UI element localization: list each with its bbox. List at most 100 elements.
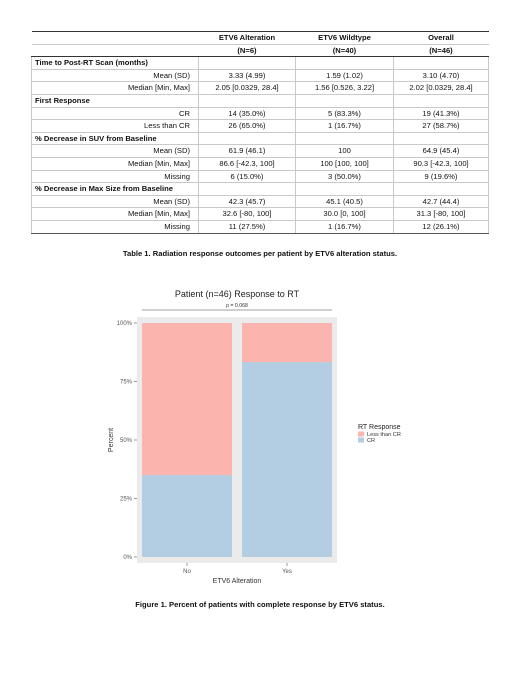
row-label: Missing <box>31 169 199 184</box>
x-tick-label: No <box>183 569 191 575</box>
row-label: Missing <box>31 219 199 234</box>
cell-overall: 27 (58.7%) <box>393 119 489 133</box>
cell-etv6-alteration: 6 (15.0%) <box>198 169 296 184</box>
legend-label-less-than-cr: Less than CR <box>367 432 401 438</box>
cell-etv6-alteration: 3.33 (4.99) <box>198 68 296 83</box>
y-tick-label: 25% <box>120 497 133 503</box>
cell-etv6-wildtype: 30.0 [0, 100] <box>295 207 394 221</box>
cell-etv6-alteration: 2.05 [0.0329, 28.4] <box>198 81 296 95</box>
bar-cr-no <box>142 475 232 557</box>
cell-etv6-wildtype: 1 (16.7%) <box>295 219 394 234</box>
cell-etv6-alteration: 86.6 [-42.3, 100] <box>198 156 296 171</box>
empty-cell <box>295 56 394 70</box>
empty-cell <box>295 182 394 196</box>
cell-overall: 3.10 (4.70) <box>393 68 489 83</box>
row-label: Median [Min, Max] <box>31 156 199 171</box>
cell-overall: 90.3 [-42.3, 100] <box>393 156 489 171</box>
empty-cell <box>198 182 296 196</box>
bar-less-than-cr-no <box>142 323 232 476</box>
cell-etv6-alteration: 26 (65.0%) <box>198 119 296 133</box>
cell-etv6-wildtype: 100 <box>295 144 394 158</box>
header-overall: Overall <box>393 31 489 45</box>
table-row: Mean (SD) 3.33 (4.99) 1.59 (1.02) 3.10 (… <box>31 68 489 83</box>
cell-overall: 2.02 [0.0329, 28.4] <box>393 81 489 95</box>
table-row: Median [Min, Max] 2.05 [0.0329, 28.4] 1.… <box>31 81 489 95</box>
table-row: Median [Min, Max] 86.6 [-42.3, 100] 100 … <box>31 156 489 171</box>
y-tick-label: 100% <box>117 321 133 327</box>
cell-etv6-alteration: 42.3 (45.7) <box>198 194 296 209</box>
chart-title: Patient (n=46) Response to RT <box>175 289 300 299</box>
cell-etv6-wildtype: 3 (50.0%) <box>295 169 394 184</box>
row-label: Median [Min, Max] <box>31 207 199 221</box>
empty-cell <box>198 93 296 108</box>
empty-cell <box>393 131 489 146</box>
x-tick-label: Yes <box>282 569 292 575</box>
y-tick-label: 50% <box>120 438 133 444</box>
y-tick-label: 75% <box>120 380 133 386</box>
section-title: First Response <box>31 93 199 108</box>
cell-etv6-wildtype: 1.59 (1.02) <box>295 68 394 83</box>
legend-title: RT Response <box>358 424 401 431</box>
cell-etv6-alteration: 14 (35.0%) <box>198 106 296 121</box>
header-overall-n: (N=46) <box>393 43 489 58</box>
header-etv6-wildtype: ETV6 Wildtype <box>295 31 394 45</box>
cell-overall: 31.3 [-80, 100] <box>393 207 489 221</box>
table-caption: Table 1. Radiation response outcomes per… <box>122 249 398 258</box>
table-row: Mean (SD) 61.9 (46.1) 100 64.9 (45.4) <box>31 144 489 158</box>
row-label: CR <box>31 106 199 121</box>
cell-etv6-alteration: 61.9 (46.1) <box>198 144 296 158</box>
bar-less-than-cr-yes <box>242 323 332 363</box>
header-etv6-alteration: ETV6 Alteration <box>198 31 296 45</box>
row-label: Mean (SD) <box>31 68 199 83</box>
cell-overall: 42.7 (44.4) <box>393 194 489 209</box>
y-axis-label: Percent <box>108 428 115 452</box>
y-tick-label: 0% <box>123 555 132 561</box>
section-row: % Decrease in Max Size from Baseline <box>31 182 489 196</box>
cell-etv6-alteration: 32.6 [-80, 100] <box>198 207 296 221</box>
results-table: ETV6 Alteration ETV6 Wildtype Overall (N… <box>31 31 489 234</box>
empty-cell <box>393 93 489 108</box>
header-etv6-alteration-n: (N=6) <box>198 43 296 58</box>
row-label: Mean (SD) <box>31 194 199 209</box>
table-row: Missing 6 (15.0%) 3 (50.0%) 9 (19.6%) <box>31 169 489 184</box>
header-blank <box>31 31 199 45</box>
header-etv6-wildtype-n: (N=40) <box>295 43 394 58</box>
response-figure: Patient (n=46) Response to RT 0% 25% 50% 75%… <box>103 283 417 586</box>
p-value-annotation: p = 0.068 <box>226 303 248 309</box>
table-row: CR 14 (35.0%) 5 (83.3%) 19 (41.3%) <box>31 106 489 121</box>
legend-label-cr: CR <box>367 438 375 444</box>
section-title: % Decrease in SUV from Baseline <box>31 131 199 146</box>
legend-swatch-cr <box>358 437 364 443</box>
empty-cell <box>198 56 296 70</box>
empty-cell <box>393 182 489 196</box>
table-row: Median [Min, Max] 32.6 [-80, 100] 30.0 [… <box>31 207 489 221</box>
cell-overall: 9 (19.6%) <box>393 169 489 184</box>
cell-etv6-wildtype: 1 (16.7%) <box>295 119 394 133</box>
table-row: Less than CR 26 (65.0%) 1 (16.7%) 27 (58… <box>31 119 489 133</box>
cell-overall: 19 (41.3%) <box>393 106 489 121</box>
figure-caption: Figure 1. Percent of patients with compl… <box>135 600 385 609</box>
empty-cell <box>295 93 394 108</box>
cell-etv6-alteration: 11 (27.5%) <box>198 219 296 234</box>
section-row: % Decrease in SUV from Baseline <box>31 131 489 146</box>
cell-overall: 64.9 (45.4) <box>393 144 489 158</box>
empty-cell <box>393 56 489 70</box>
cell-etv6-wildtype: 45.1 (40.5) <box>295 194 394 209</box>
row-label: Mean (SD) <box>31 144 199 158</box>
table-row: Mean (SD) 42.3 (45.7) 45.1 (40.5) 42.7 (… <box>31 194 489 209</box>
empty-cell <box>295 131 394 146</box>
row-label: Less than CR <box>31 119 199 133</box>
header-blank-n <box>31 43 199 58</box>
section-title: % Decrease in Max Size from Baseline <box>31 182 199 196</box>
cell-etv6-wildtype: 1.56 [0.526, 3.22] <box>295 81 394 95</box>
row-label: Median [Min, Max] <box>31 81 199 95</box>
empty-cell <box>198 131 296 146</box>
cell-etv6-wildtype: 5 (83.3%) <box>295 106 394 121</box>
legend-swatch-less-than-cr <box>358 431 364 437</box>
stacked-bar-chart: Patient (n=46) Response to RT 0% 25% 50% 75%… <box>103 283 417 586</box>
section-row: First Response <box>31 93 489 108</box>
section-row: Time to Post-RT Scan (months) <box>31 56 489 70</box>
cell-overall: 12 (26.1%) <box>393 219 489 234</box>
cell-etv6-wildtype: 100 [100, 100] <box>295 156 394 171</box>
chart-svg: Patient (n=46) Response to RT 0% 25% 50% 75%… <box>108 289 401 585</box>
